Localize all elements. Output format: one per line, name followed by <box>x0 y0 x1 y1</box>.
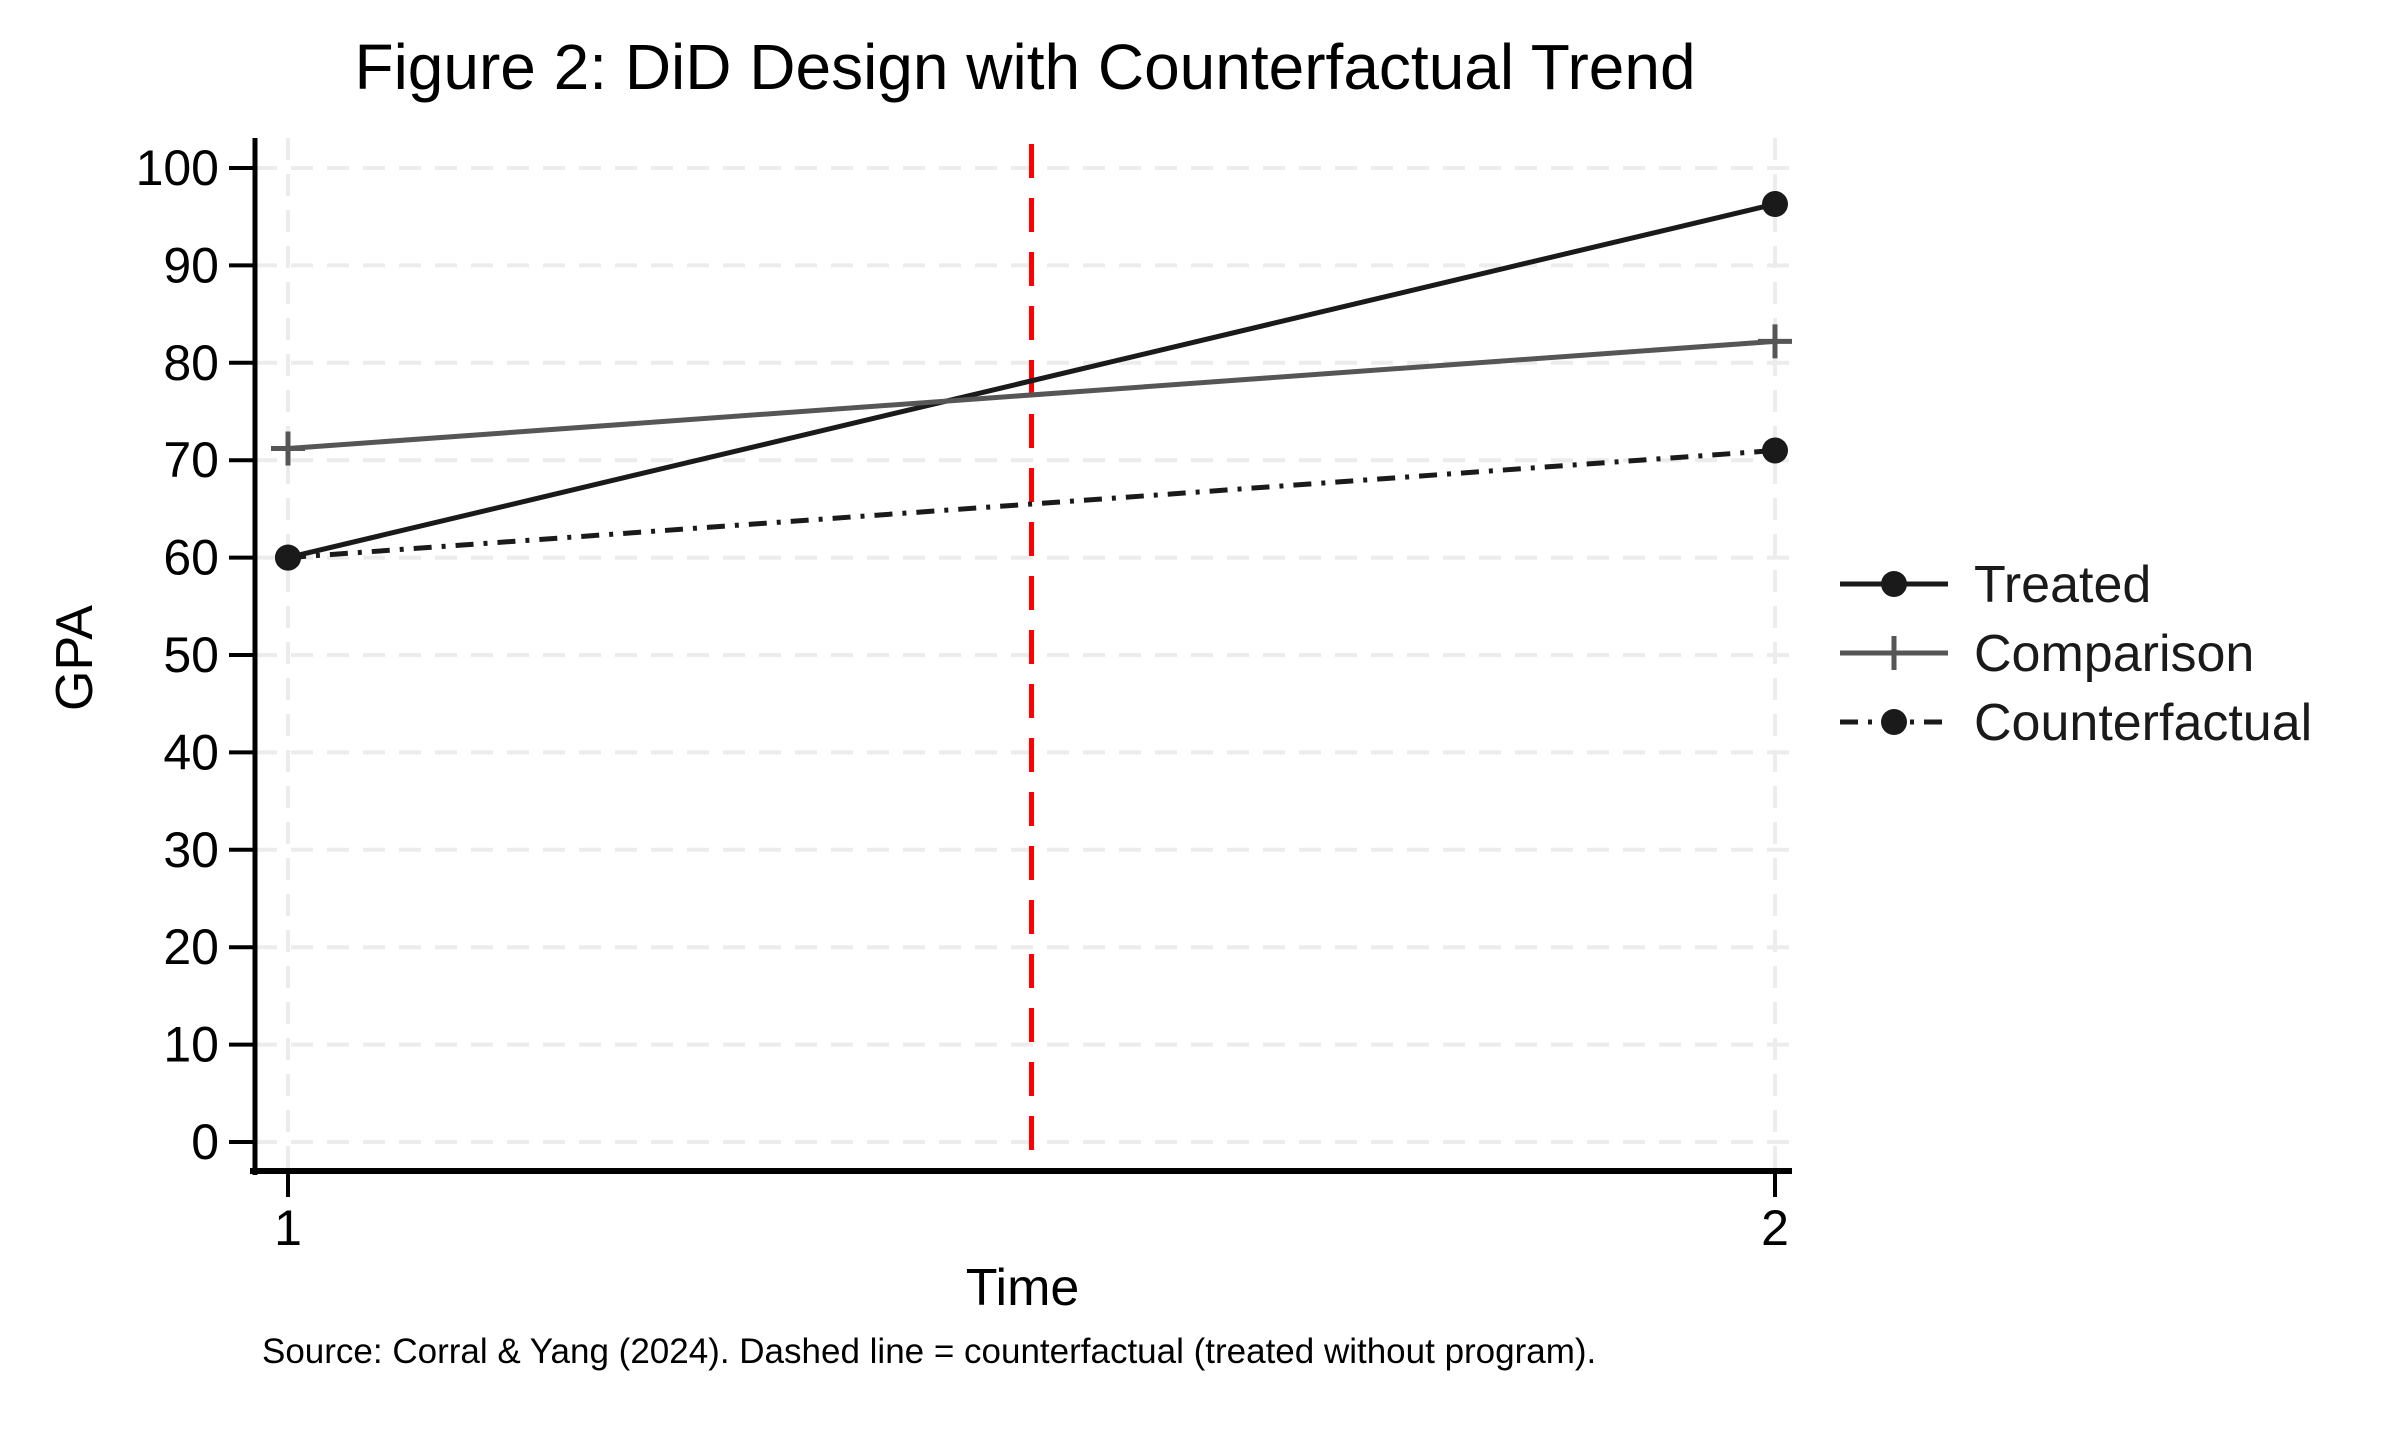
marker-comparison <box>1758 324 1792 359</box>
legend-label: Comparison <box>1974 624 2255 683</box>
y-tick-label: 20 <box>163 919 219 975</box>
legend-marker-circle <box>1881 709 1907 735</box>
x-tick-label: 2 <box>1761 1200 1789 1256</box>
marker-treated <box>1762 191 1788 218</box>
y-axis-label: GPA <box>46 605 104 711</box>
legend-item-counterfactual: Counterfactual <box>1838 694 2312 752</box>
legend-swatch-comparison <box>1840 636 1948 670</box>
legend-item-comparison: Comparison <box>1838 625 2312 683</box>
x-tick-label: 1 <box>274 1200 302 1256</box>
y-tick-label: 100 <box>136 140 219 196</box>
source-note: Source: Corral & Yang (2024). Dashed lin… <box>262 1332 1597 1371</box>
legend-item-treated: Treated <box>1838 556 2312 614</box>
y-tick-label: 40 <box>163 724 219 780</box>
series-line-counterfactual <box>287 447 1776 561</box>
y-tick-label: 30 <box>163 822 219 878</box>
series-line-treated <box>287 201 1776 561</box>
marker-comparison <box>271 431 305 466</box>
y-tick-label: 80 <box>163 335 219 391</box>
y-tick-label: 50 <box>163 627 219 683</box>
legend: Treated Comparison Counterfactual <box>1838 556 2312 752</box>
y-tick-label: 60 <box>163 530 219 586</box>
legend-swatch-treated <box>1840 571 1948 597</box>
y-tick-label: 90 <box>163 237 219 293</box>
marker-counterfactual <box>1762 437 1788 464</box>
y-tick-label: 10 <box>163 1017 219 1073</box>
legend-label: Counterfactual <box>1974 693 2313 752</box>
chart-title: Figure 2: DiD Design with Counterfactual… <box>354 31 1696 103</box>
y-tick-label: 70 <box>163 432 219 488</box>
series-line-comparison <box>287 338 1776 452</box>
legend-marker-plus <box>1877 636 1911 670</box>
x-axis-label: Time <box>965 1259 1080 1317</box>
marker-counterfactual <box>275 544 301 571</box>
legend-swatch-counterfactual <box>1840 709 1948 735</box>
legend-label: Treated <box>1974 555 2152 614</box>
legend-marker-circle <box>1881 571 1907 597</box>
y-tick-label: 0 <box>191 1114 219 1170</box>
